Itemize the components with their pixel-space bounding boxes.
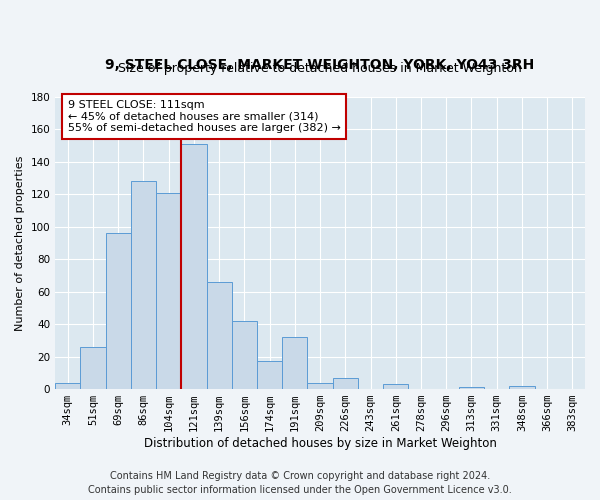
X-axis label: Distribution of detached houses by size in Market Weighton: Distribution of detached houses by size …: [143, 437, 497, 450]
Bar: [383, 384, 409, 389]
Bar: [307, 382, 332, 389]
Bar: [131, 181, 156, 389]
Bar: [106, 233, 131, 389]
Text: 9 STEEL CLOSE: 111sqm
← 45% of detached houses are smaller (314)
55% of semi-det: 9 STEEL CLOSE: 111sqm ← 45% of detached …: [68, 100, 341, 133]
Bar: [181, 144, 206, 389]
Bar: [232, 321, 257, 389]
Bar: [156, 192, 181, 389]
Bar: [459, 388, 484, 389]
Bar: [206, 282, 232, 389]
Bar: [332, 378, 358, 389]
Bar: [257, 362, 282, 389]
Bar: [55, 382, 80, 389]
Y-axis label: Number of detached properties: Number of detached properties: [15, 155, 25, 330]
Text: Contains HM Land Registry data © Crown copyright and database right 2024.
Contai: Contains HM Land Registry data © Crown c…: [88, 471, 512, 495]
Title: Size of property relative to detached houses in Market Weighton: Size of property relative to detached ho…: [118, 62, 522, 74]
Text: 9, STEEL CLOSE, MARKET WEIGHTON, YORK, YO43 3RH: 9, STEEL CLOSE, MARKET WEIGHTON, YORK, Y…: [106, 58, 535, 72]
Bar: [509, 386, 535, 389]
Bar: [80, 347, 106, 389]
Bar: [282, 337, 307, 389]
